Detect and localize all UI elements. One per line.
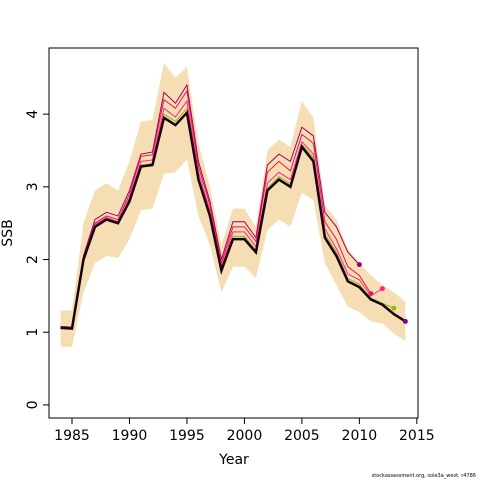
- end-point: [402, 318, 408, 324]
- end-point: [391, 305, 397, 311]
- y-tick-label: 4: [25, 110, 41, 119]
- y-tick-label: 2: [25, 255, 41, 264]
- footnote: stockassessment.org, sole3a_west, r4786: [372, 473, 476, 479]
- x-tick-label: 2015: [399, 428, 435, 444]
- plot-frame: [48, 47, 419, 419]
- ssb-line: [60, 89, 372, 329]
- y-tick-label: 1: [25, 328, 41, 337]
- y-tick-label: 0: [25, 400, 41, 409]
- confidence-band: [60, 63, 406, 347]
- ssb-line: [60, 83, 360, 328]
- x-tick-label: 1995: [169, 428, 205, 444]
- end-point: [356, 262, 362, 268]
- x-axis-label: Year: [218, 452, 249, 468]
- x-tick-label: 1985: [54, 428, 90, 444]
- x-tick-label: 2010: [342, 428, 378, 444]
- x-tick-label: 1990: [112, 428, 148, 444]
- x-tick-label: 2005: [284, 428, 320, 444]
- y-axis-label: SSB: [0, 219, 16, 246]
- y-tick-label: 3: [25, 182, 41, 191]
- ssb-line: [60, 109, 407, 330]
- x-tick-label: 2000: [227, 428, 263, 444]
- end-point: [379, 286, 385, 292]
